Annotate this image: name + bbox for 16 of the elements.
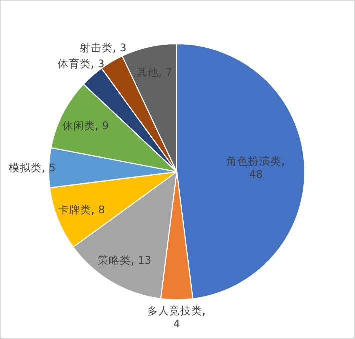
slice-label: 休闲类 [62, 120, 96, 133]
slice-label: 体育类 [58, 58, 92, 71]
data-label: 5 [49, 162, 56, 174]
data-label: 3 [120, 42, 127, 54]
data-label: 4 [174, 318, 181, 331]
slice-label: 多人竞技类 [148, 304, 202, 318]
slice-label: 策略类 [98, 254, 132, 268]
data-label: 9 [102, 120, 110, 133]
data-label: 48 [250, 169, 263, 182]
slice-label: 射击类 [80, 42, 114, 54]
data-label: 13 [138, 255, 152, 268]
data-label: 8 [98, 204, 106, 217]
slice-label: 模拟类 [9, 161, 42, 174]
data-label: 3 [98, 58, 105, 71]
slice-label: 卡牌类 [58, 204, 92, 217]
slice-label: 角色扮演类 [226, 155, 282, 168]
